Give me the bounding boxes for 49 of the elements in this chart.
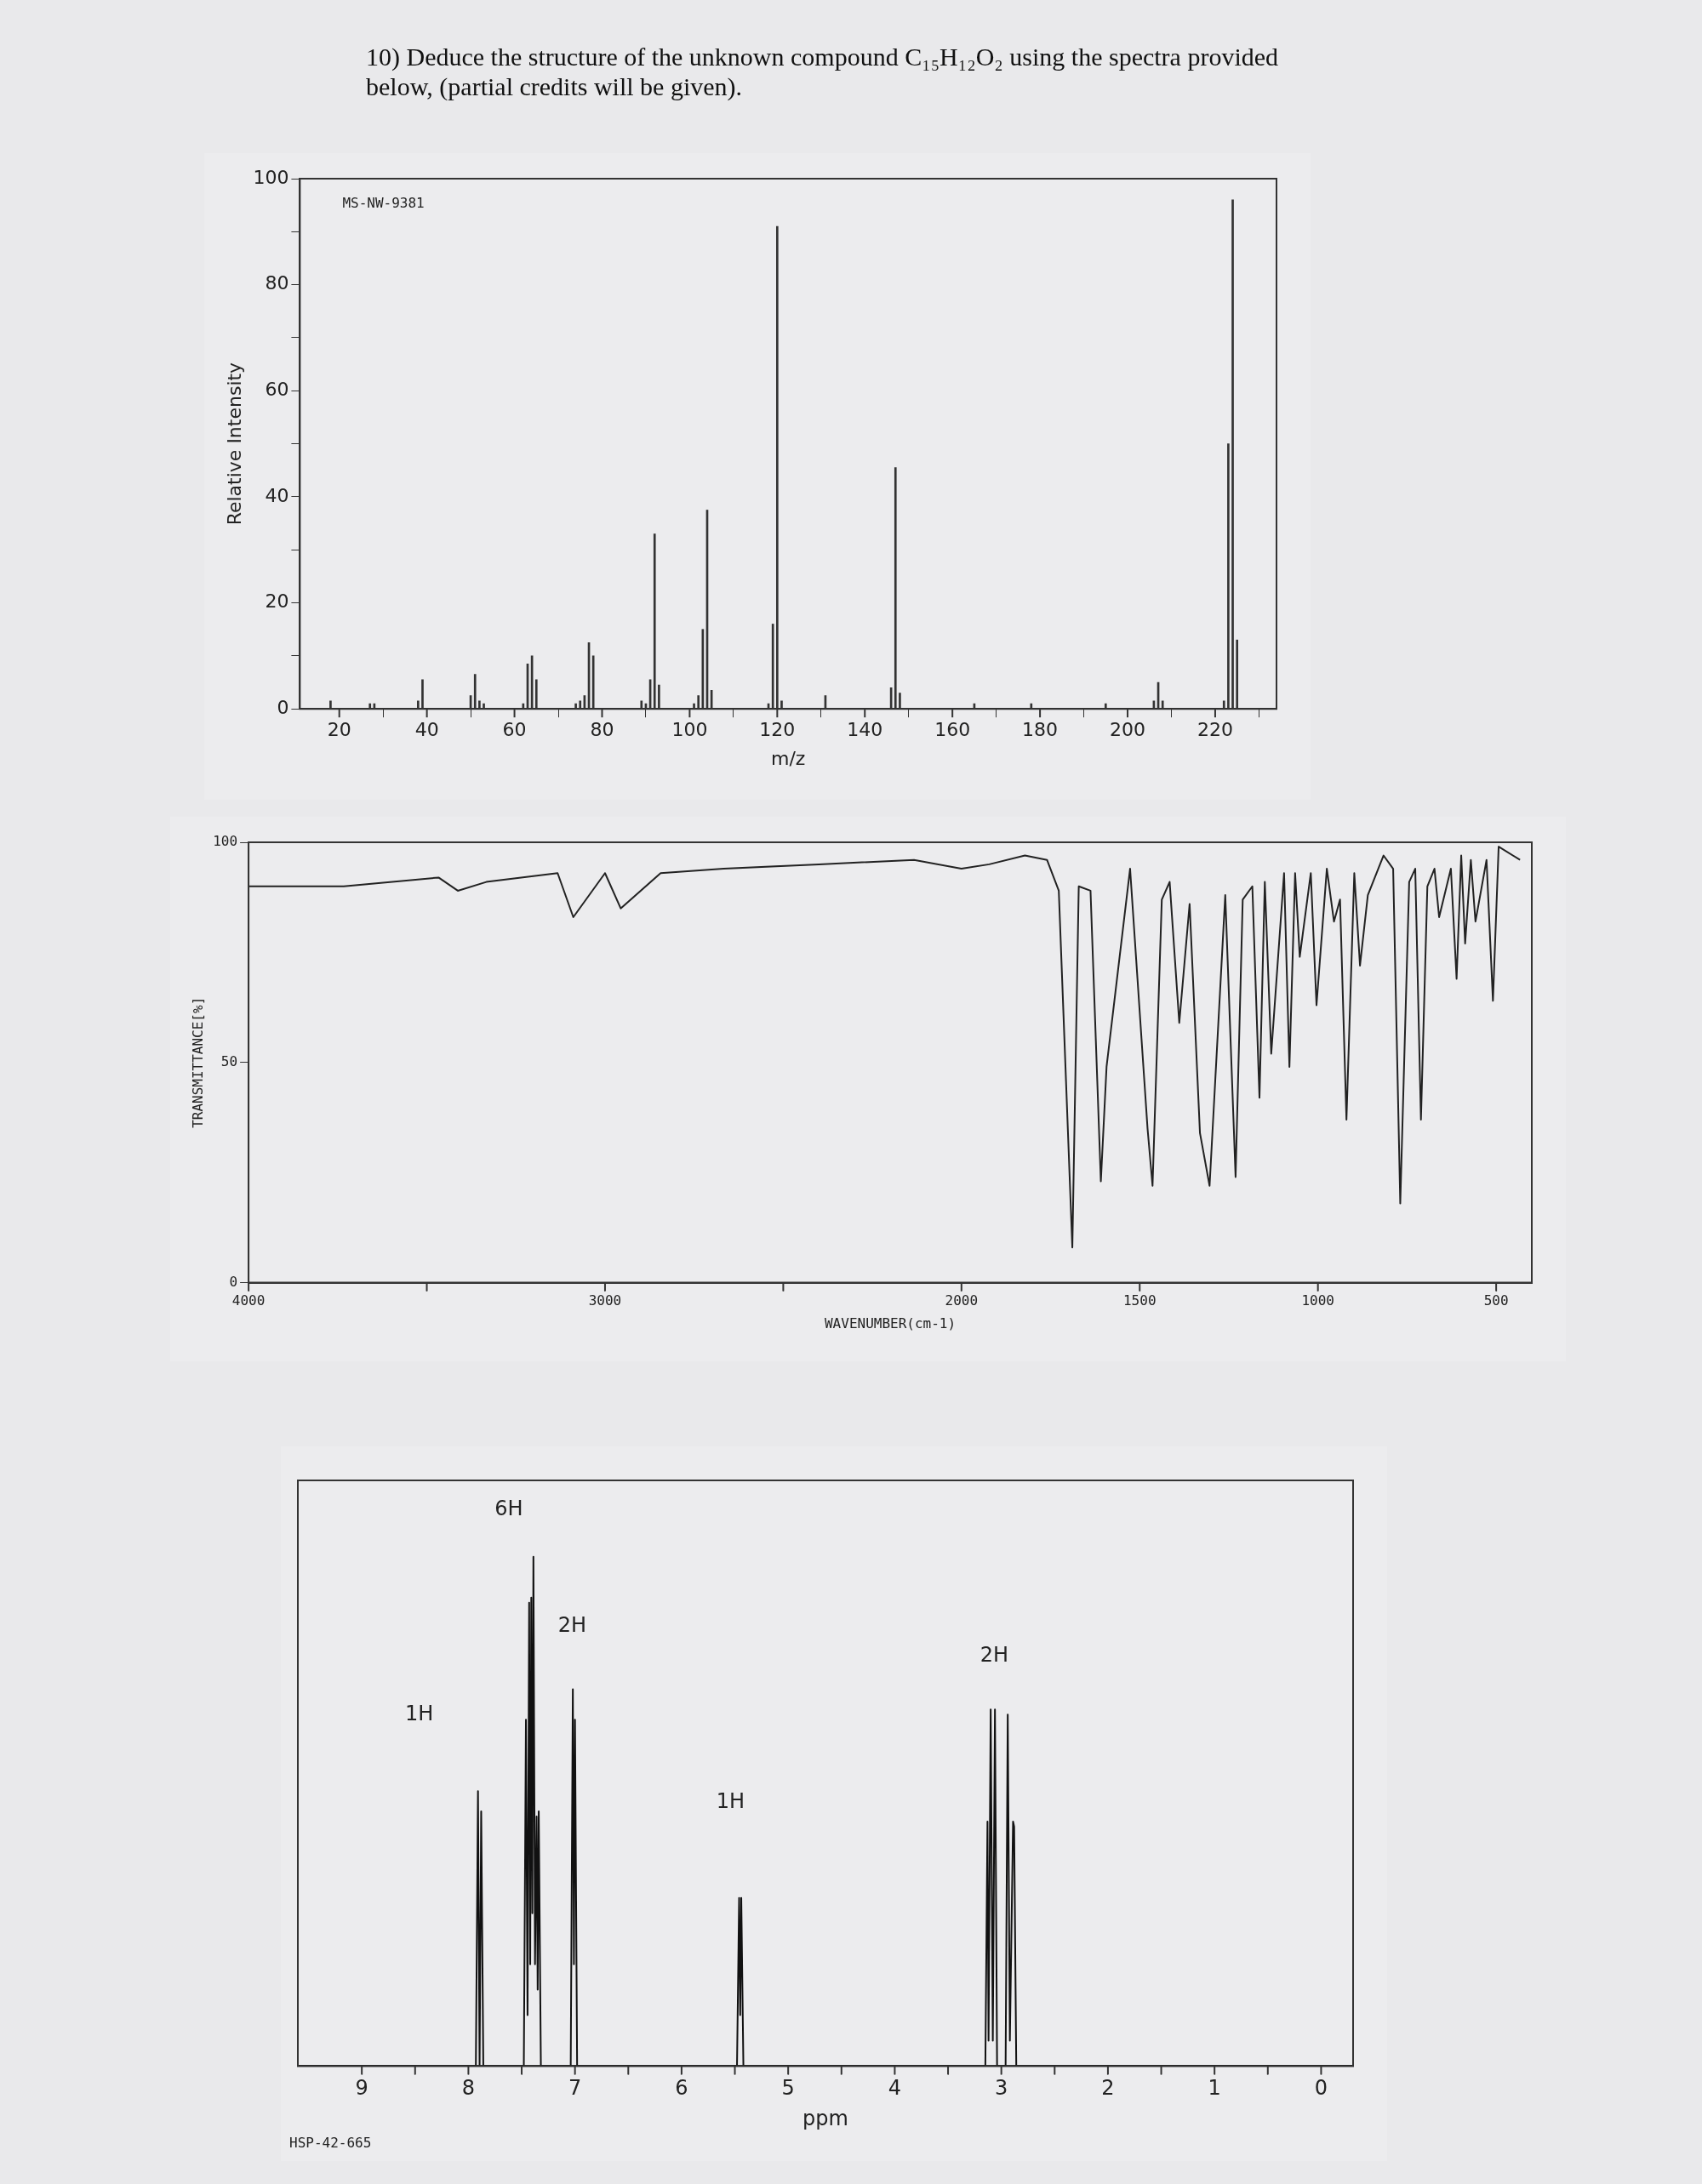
y-tick-label: 0 (229, 1273, 238, 1290)
y-tick-label: 100 (253, 166, 289, 188)
x-tick-label: 20 (327, 719, 351, 741)
x-tick-label: 2000 (945, 1292, 979, 1309)
x-axis-title: WAVENUMBER(cm-1) (824, 1314, 957, 1331)
chart-title: 10) Deduce the structure of the unknown compound C₁₅H₁₂O₂ using the spectra provided below, (partial credits will be given). (366, 43, 1280, 101)
x-tick-label: 160 (934, 719, 971, 741)
annotation: 2H (980, 1642, 1009, 1667)
y-tick-label: 50 (220, 1052, 238, 1069)
text: 6H (494, 1496, 523, 1520)
x-tick-label: 40 (414, 719, 439, 741)
y-tick-label: 60 (265, 379, 289, 400)
x-tick-label: 220 (1197, 719, 1233, 741)
y-tick-label: 40 (265, 484, 289, 506)
x-tick-label: 500 (1483, 1292, 1509, 1309)
annotation: 1H (716, 1788, 745, 1813)
y-tick-label: 80 (265, 272, 289, 294)
x-tick-label: 140 (847, 719, 883, 741)
x-tick-label: 7 (568, 2076, 582, 2101)
x-tick-label: 4 (888, 2076, 902, 2101)
x-tick-label: 6 (675, 2076, 688, 2101)
x-tick-label: 4000 (231, 1292, 266, 1309)
x-tick-label: 3 (995, 2076, 1008, 2101)
x-tick-label: 1 (1208, 2076, 1221, 2101)
x-axis-title: ppm (802, 2106, 848, 2130)
text: HSP-42-665 (289, 2135, 372, 2152)
x-tick-label: 180 (1022, 719, 1059, 741)
x-tick-label: 120 (759, 719, 796, 741)
x-tick-label: 200 (1110, 719, 1146, 741)
x-tick-label: 80 (590, 719, 614, 741)
y-tick-label: 0 (277, 696, 289, 718)
y-axis-title: TRANSMITTANCE[%] (189, 996, 206, 1128)
x-tick-label: 0 (1314, 2076, 1328, 2101)
x-axis-title: m/z (771, 747, 806, 769)
y-axis-title: Relative Intensity (223, 362, 245, 526)
annotation: 1H (404, 1701, 434, 1725)
x-tick-label: 60 (502, 719, 527, 741)
x-tick-label: 100 (671, 719, 708, 741)
y-tick-label: 100 (213, 833, 238, 850)
x-tick-label: 8 (461, 2076, 476, 2101)
x-tick-label: 9 (355, 2076, 368, 2101)
x-tick-label: 2 (1101, 2076, 1115, 2101)
annotation: 2H (557, 1613, 587, 1638)
x-tick-label: 5 (781, 2076, 795, 2101)
x-tick-label: 1500 (1122, 1292, 1157, 1309)
y-tick-label: 20 (265, 590, 289, 613)
x-tick-label: 3000 (588, 1292, 622, 1309)
x-tick-label: 1000 (1301, 1292, 1334, 1309)
annotation: MS-NW-9381 (342, 195, 425, 212)
